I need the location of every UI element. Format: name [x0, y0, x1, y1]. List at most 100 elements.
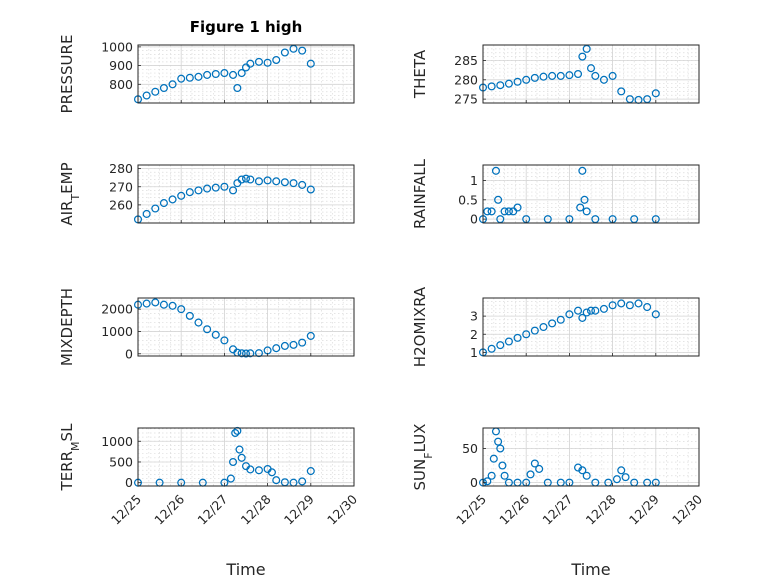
data-point — [612, 475, 621, 484]
data-point — [582, 308, 591, 317]
data-point — [220, 336, 229, 345]
y-tick-label: 900 — [109, 58, 133, 73]
data-point — [246, 465, 255, 474]
data-point — [491, 166, 500, 175]
data-point — [185, 73, 194, 82]
data-point — [211, 183, 220, 192]
y-tick-label: 2000 — [101, 302, 133, 317]
axes-frame — [482, 427, 700, 487]
data-point — [487, 207, 496, 216]
data-point — [496, 444, 505, 453]
data-point — [591, 71, 600, 80]
data-point — [203, 325, 212, 334]
data-point — [246, 349, 255, 358]
subplot-2: 275 280 285 THETA — [411, 44, 700, 107]
data-point — [651, 89, 660, 98]
data-point — [530, 326, 539, 335]
data-point — [504, 79, 513, 88]
data-point — [298, 180, 307, 189]
data-point — [159, 199, 168, 208]
data-point — [535, 464, 544, 473]
data-point — [298, 338, 307, 347]
data-point — [272, 55, 281, 64]
data-point — [298, 477, 307, 486]
data-point — [237, 175, 246, 184]
data-point — [241, 174, 251, 183]
data-point — [513, 333, 522, 342]
data-point — [498, 461, 507, 470]
y-tick-label: 800 — [109, 77, 133, 92]
y-tick-label: 500 — [109, 454, 133, 469]
axes-frame — [482, 164, 700, 224]
data-point — [151, 87, 160, 96]
data-point — [233, 84, 242, 93]
data-point — [235, 445, 244, 454]
data-point — [142, 209, 151, 218]
data-point — [280, 178, 289, 187]
data-point — [489, 454, 498, 463]
data-point — [168, 301, 177, 310]
data-point — [267, 468, 276, 477]
data-point — [289, 179, 298, 188]
data-point — [504, 207, 513, 216]
data-point — [500, 471, 509, 480]
data-point — [177, 191, 186, 200]
data-point — [556, 315, 565, 324]
data-point — [168, 80, 177, 89]
x-axis-label: Time — [225, 560, 265, 579]
data-point — [522, 330, 531, 339]
data-point — [229, 457, 238, 466]
data-point — [272, 344, 281, 353]
data-point — [522, 75, 531, 84]
data-point — [578, 466, 587, 475]
data-point — [142, 91, 151, 100]
y-axis-label: MIXDEPTH — [58, 288, 76, 366]
data-point — [185, 188, 194, 197]
data-point — [289, 340, 298, 349]
y-axis-label: AIRTEMP — [58, 162, 82, 225]
data-point — [496, 341, 505, 350]
y-tick-label: 260 — [109, 197, 133, 212]
axes-frame — [137, 44, 355, 104]
data-point — [494, 195, 503, 204]
data-point — [185, 311, 194, 320]
data-point — [254, 57, 263, 66]
data-point — [237, 69, 246, 78]
data-point — [231, 428, 240, 437]
data-point — [608, 71, 617, 80]
data-point — [539, 72, 548, 81]
data-point — [263, 58, 272, 67]
y-axis-label: TERRMSL — [58, 423, 82, 492]
data-point — [578, 52, 587, 61]
data-point — [608, 301, 617, 310]
data-point — [513, 203, 522, 212]
data-point — [237, 453, 246, 462]
subplot-3: 260 270 280 AIRTEMP — [58, 161, 355, 226]
y-tick-label: 285 — [454, 53, 478, 68]
data-point — [194, 186, 203, 195]
subplot-6: 1 2 3 H2OMIXRA — [411, 286, 700, 367]
data-point — [254, 177, 263, 186]
data-point — [298, 46, 307, 55]
subplot-1: 800 900 1000 PRESSURE Figure 1 high — [58, 18, 355, 113]
data-point — [530, 73, 539, 82]
data-point — [576, 203, 585, 212]
data-point — [151, 298, 160, 307]
data-point — [591, 306, 600, 315]
y-tick-label: 0.5 — [458, 192, 478, 207]
axes-frame — [137, 164, 355, 224]
axes-frame — [137, 427, 355, 487]
data-point — [565, 71, 574, 80]
data-point — [280, 48, 289, 57]
data-point — [226, 474, 235, 483]
y-axis-label: RAINFALL — [411, 158, 429, 229]
data-point — [483, 477, 492, 486]
y-axis-label: SUNFLUX — [411, 424, 435, 491]
y-tick-label: 270 — [109, 179, 133, 194]
data-point — [151, 204, 160, 213]
axes-frame — [137, 297, 355, 357]
data-point — [487, 344, 496, 353]
y-tick-label: 0 — [125, 475, 133, 490]
data-point — [142, 299, 151, 308]
